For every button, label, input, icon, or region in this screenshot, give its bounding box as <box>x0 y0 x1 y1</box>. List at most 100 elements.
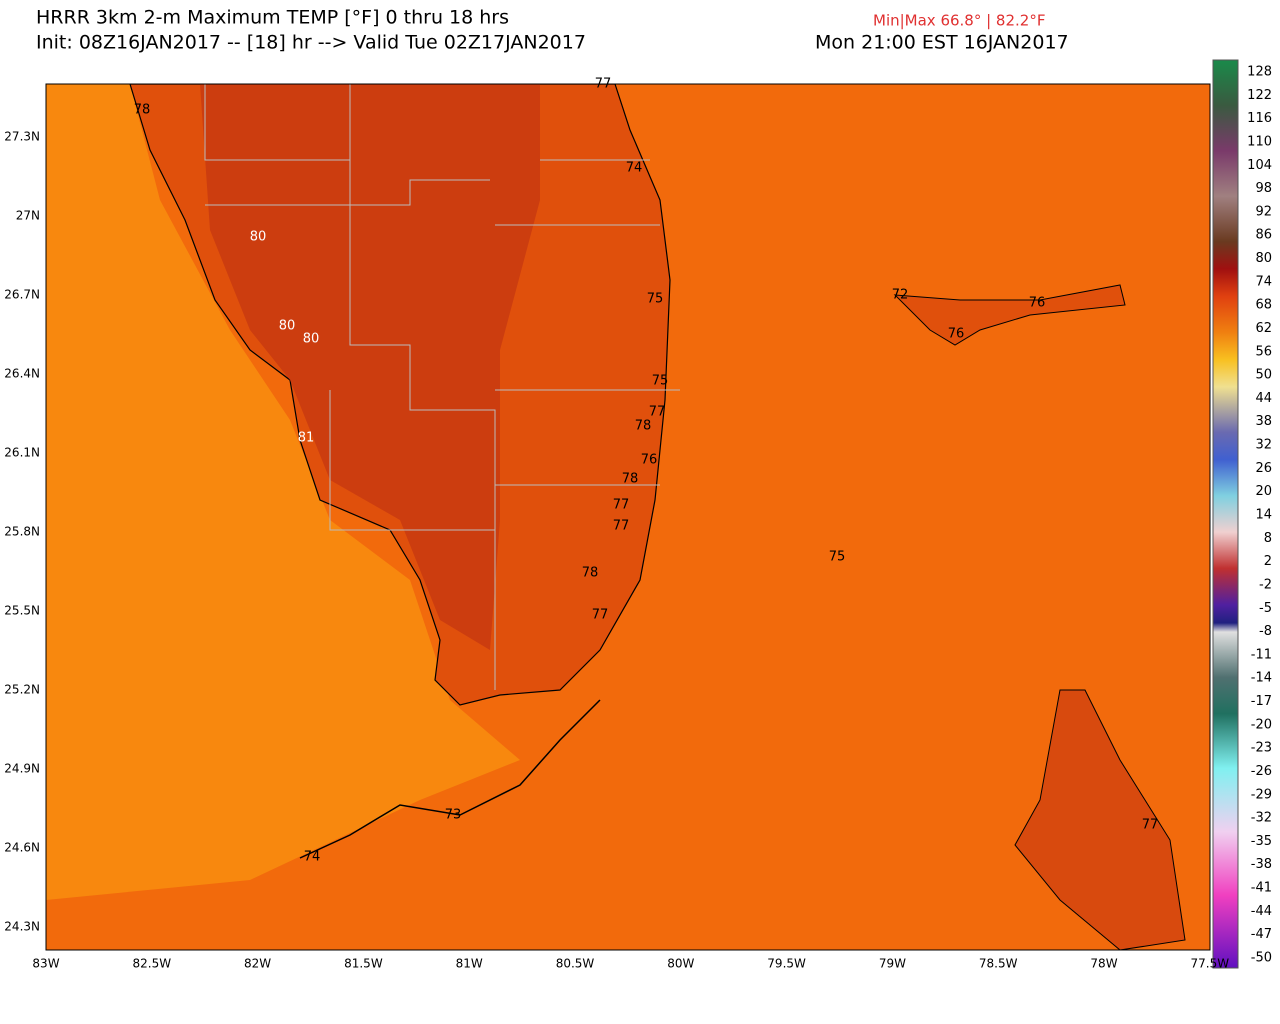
point-label: 77 <box>595 77 612 92</box>
colorbar-label: 80 <box>1255 251 1272 266</box>
lat-label: 24.6N <box>4 841 40 855</box>
colorbar-label: -47 <box>1251 927 1272 942</box>
colorbar-label: -41 <box>1251 881 1272 896</box>
lat-label: 26.1N <box>4 446 40 460</box>
lon-label: 77.5W <box>1191 957 1230 971</box>
point-label: 77 <box>613 519 630 534</box>
init-line: Init: 08Z16JAN2017 -- [18] hr --> Valid … <box>36 32 586 54</box>
colorbar-label: -2 <box>1259 577 1272 592</box>
colorbar-label: 98 <box>1255 181 1272 196</box>
colorbar-label: 26 <box>1255 461 1272 476</box>
point-label: 74 <box>626 161 643 176</box>
point-label: 81 <box>298 431 315 446</box>
colorbar-label: 14 <box>1255 508 1272 523</box>
lon-label: 79.5W <box>767 957 806 971</box>
local-time: Mon 21:00 EST 16JAN2017 <box>815 32 1069 54</box>
min-max: Min|Max 66.8° | 82.2°F <box>873 12 1045 30</box>
lon-label: 83W <box>32 957 59 971</box>
warm-gulf <box>46 84 520 900</box>
colorbar-label: 20 <box>1255 484 1272 499</box>
colorbar-label: 128 <box>1247 65 1272 80</box>
lon-label: 80W <box>667 957 694 971</box>
colorbar-label: 2 <box>1264 554 1272 569</box>
andros <box>1014 689 1186 950</box>
point-label: 80 <box>279 319 296 334</box>
colorbar-label: -26 <box>1251 764 1272 779</box>
point-label: 77 <box>1142 818 1159 833</box>
lat-label: 27.3N <box>4 130 40 144</box>
colorbar-label: -29 <box>1251 787 1272 802</box>
county-lines <box>204 84 680 690</box>
colorbar-label: -17 <box>1251 694 1272 709</box>
point-label: 73 <box>445 808 462 823</box>
map-frame <box>45 83 1211 951</box>
colorbar-label: -8 <box>1259 624 1272 639</box>
point-label: 77 <box>649 405 666 420</box>
lon-label: 80.5W <box>556 957 595 971</box>
lat-label: 26.4N <box>4 367 40 381</box>
colorbar-label: -50 <box>1251 951 1272 966</box>
colorbar-label: 56 <box>1255 344 1272 359</box>
lat-label: 26.7N <box>4 288 40 302</box>
colorbar-label: 92 <box>1255 204 1272 219</box>
title: HRRR 3km 2-m Maximum TEMP [°F] 0 thru 18… <box>36 7 509 29</box>
point-label: 78 <box>134 103 151 118</box>
point-label: 74 <box>304 850 321 865</box>
colorbar-label: 116 <box>1247 111 1272 126</box>
colorbar-label: -23 <box>1251 741 1272 756</box>
lat-label: 24.9N <box>4 762 40 776</box>
point-label: 75 <box>829 550 846 565</box>
colorbar <box>1212 59 1239 969</box>
colorbar-label: -32 <box>1251 811 1272 826</box>
grand-bahama <box>893 284 1126 346</box>
colorbar-label: -20 <box>1251 717 1272 732</box>
colorbar-label: 32 <box>1255 438 1272 453</box>
lon-label: 79W <box>879 957 906 971</box>
colorbar-label: -44 <box>1251 904 1272 919</box>
point-label: 78 <box>635 419 652 434</box>
colorbar-label: 44 <box>1255 391 1272 406</box>
florida-interior <box>200 84 540 650</box>
colorbar-label: 68 <box>1255 298 1272 313</box>
point-label: 78 <box>582 566 599 581</box>
lon-label: 78.5W <box>979 957 1018 971</box>
point-label: 80 <box>303 332 320 347</box>
colorbar-label: 62 <box>1255 321 1272 336</box>
colorbar-label: 8 <box>1264 531 1272 546</box>
colorbar-label: 122 <box>1247 88 1272 103</box>
point-label: 76 <box>1029 296 1046 311</box>
colorbar-label: 38 <box>1255 414 1272 429</box>
point-label: 80 <box>250 230 267 245</box>
lat-label: 24.3N <box>4 920 40 934</box>
colorbar-label: -11 <box>1251 647 1272 662</box>
colorbar-label: -38 <box>1251 857 1272 872</box>
colorbar-label: -35 <box>1251 834 1272 849</box>
lat-label: 25.5N <box>4 604 40 618</box>
lon-label: 82W <box>244 957 271 971</box>
point-label: 76 <box>948 327 965 342</box>
lon-label: 81.5W <box>344 957 383 971</box>
lat-label: 25.8N <box>4 525 40 539</box>
colorbar-label: -14 <box>1251 671 1272 686</box>
lon-label: 78W <box>1090 957 1117 971</box>
lat-label: 27N <box>16 209 40 223</box>
colorbar-label: 110 <box>1247 134 1272 149</box>
colorbar-label: 86 <box>1255 228 1272 243</box>
keys <box>299 699 601 859</box>
colorbar-label: 74 <box>1255 274 1272 289</box>
point-label: 77 <box>613 498 630 513</box>
point-label: 75 <box>652 374 669 389</box>
point-label: 77 <box>592 608 609 623</box>
colorbar-label: 50 <box>1255 368 1272 383</box>
lon-label: 82.5W <box>133 957 172 971</box>
point-label: 78 <box>622 472 639 487</box>
point-label: 76 <box>641 453 658 468</box>
map <box>46 84 1210 950</box>
lat-label: 25.2N <box>4 683 40 697</box>
colorbar-label: -5 <box>1259 601 1272 616</box>
point-label: 75 <box>647 292 664 307</box>
colorbar-label: 104 <box>1247 158 1272 173</box>
lon-label: 81W <box>456 957 483 971</box>
